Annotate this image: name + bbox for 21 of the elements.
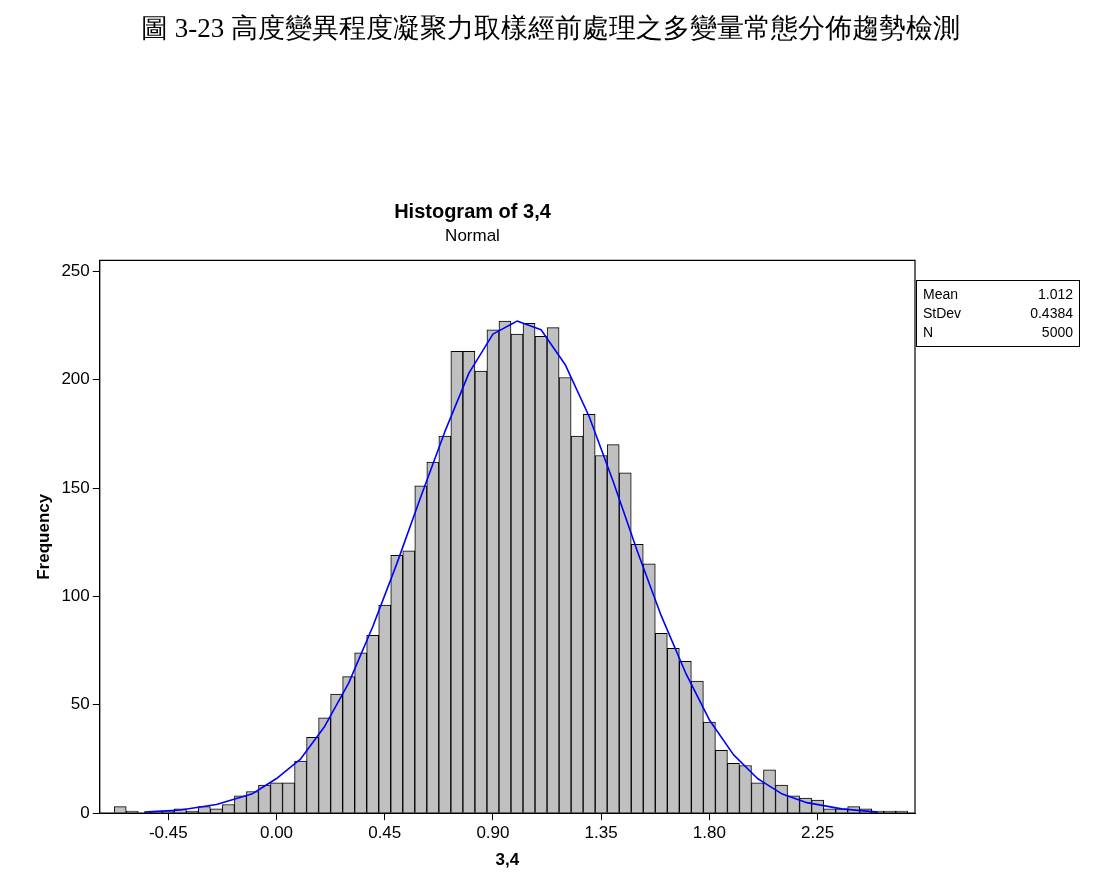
x-tick-label: 0.90 (476, 823, 510, 843)
x-tick-label: 0.45 (368, 823, 402, 843)
y-tick-label: 0 (80, 802, 90, 822)
text: N 5000 (923, 324, 1073, 340)
y-tick-label: 200 (61, 369, 90, 389)
x-tick-label: 0.00 (259, 823, 294, 843)
x-axis-title: 3,4 (495, 850, 520, 870)
chart-title: Histogram of 3,4 (394, 199, 552, 222)
y-tick-label: 250 (61, 260, 90, 280)
y-tick-label: 150 (61, 477, 90, 497)
y-tick-label: 100 (61, 586, 90, 606)
x-tick-label: 1.35 (584, 823, 618, 843)
chart-subtitle: Normal (445, 225, 500, 245)
y-axis-title: Frequency (33, 493, 53, 580)
x-tick-label: 1.80 (692, 823, 726, 843)
text: StDev 0.4384 (923, 305, 1073, 321)
x-tick-label: 2.25 (801, 823, 835, 843)
caption: 圖 3-23 高度變異程度凝聚力取樣經前處理之多變量常態分佈趨勢檢測 (140, 12, 961, 45)
text: Mean 1.012 (923, 286, 1073, 302)
y-tick-label: 50 (70, 694, 90, 714)
x-tick-label: -0.45 (148, 823, 188, 843)
